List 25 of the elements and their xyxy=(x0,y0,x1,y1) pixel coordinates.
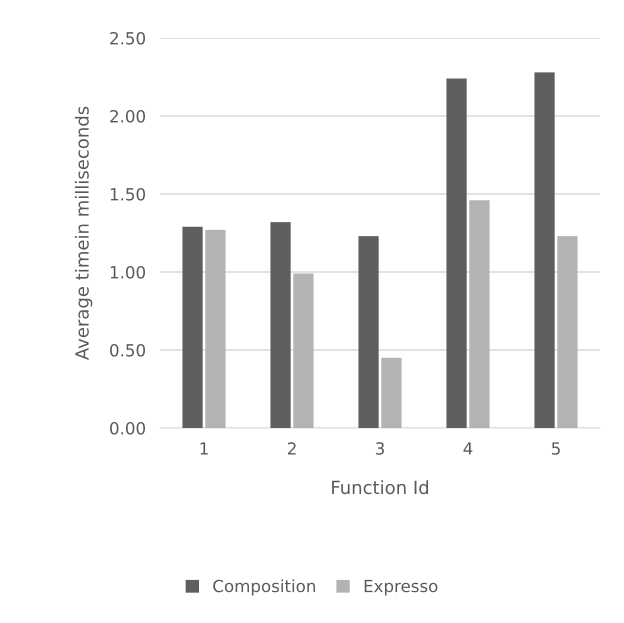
y-axis-title: Average timein milliseconds xyxy=(74,106,92,360)
bar xyxy=(293,274,314,428)
bar xyxy=(205,230,226,428)
x-tick-label: 2 xyxy=(288,442,296,455)
x-axis-title: Function Id xyxy=(332,480,428,494)
bar xyxy=(358,236,379,428)
y-tick-label: 1.00 xyxy=(110,266,146,279)
x-tick-label: 5 xyxy=(552,442,560,455)
y-tick-label: 0.00 xyxy=(110,422,146,435)
bar xyxy=(381,358,402,428)
bar xyxy=(469,200,490,428)
y-tick-label: 2.00 xyxy=(110,110,146,123)
y-tick-label: 0.50 xyxy=(110,344,146,357)
x-tick-label: 4 xyxy=(464,442,472,455)
legend-label: Expresso xyxy=(364,580,438,596)
bar xyxy=(557,236,578,428)
legend-label: Composition xyxy=(213,579,315,596)
y-tick-label: 2.50 xyxy=(110,32,146,45)
x-tick-label: 3 xyxy=(376,442,384,455)
y-tick-label: 1.50 xyxy=(110,188,146,201)
bar xyxy=(182,226,203,428)
x-tick-label: 1 xyxy=(200,442,208,455)
bar xyxy=(534,72,555,428)
bar xyxy=(270,222,291,428)
bar xyxy=(446,78,467,428)
